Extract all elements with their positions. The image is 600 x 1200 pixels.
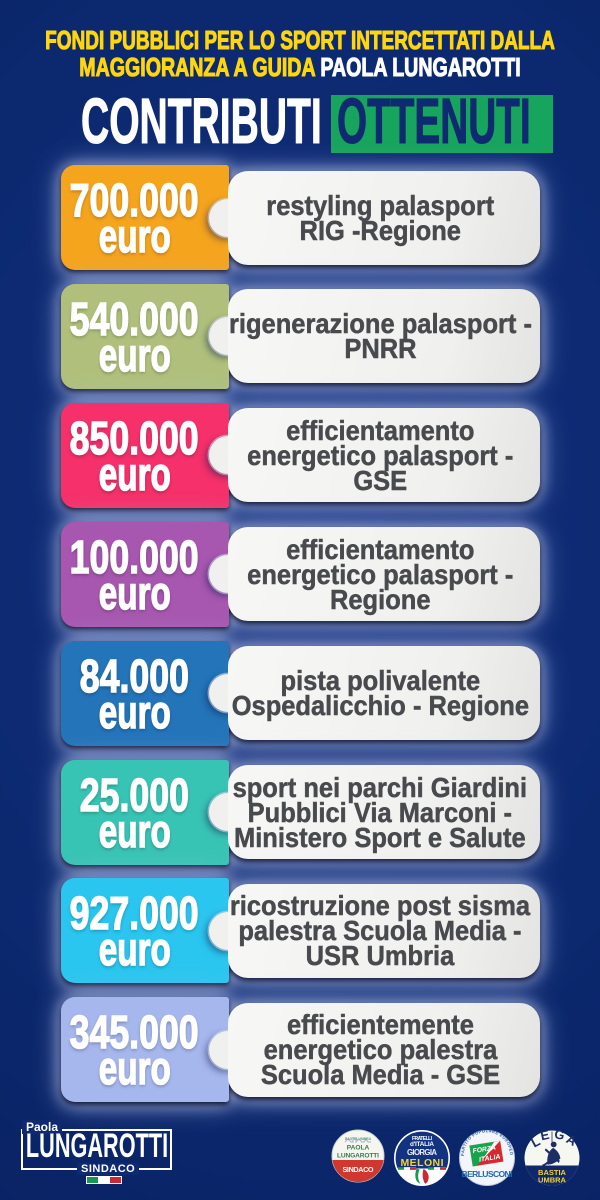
svg-text:BASTIA UMBRA: BASTIA UMBRA: [345, 1137, 372, 1141]
svg-text:UMBRA: UMBRA: [538, 1175, 566, 1184]
svg-text:BERLUSCONI: BERLUSCONI: [462, 1169, 513, 1179]
svg-text:ITALIA: ITALIA: [479, 1153, 501, 1163]
svg-text:SINDACO: SINDACO: [343, 1165, 374, 1174]
svg-text:PAOLA: PAOLA: [347, 1145, 370, 1152]
svg-text:E: E: [539, 1129, 551, 1143]
svg-text:d'ITALIA: d'ITALIA: [410, 1141, 434, 1148]
svg-text:LUNGAROTTI: LUNGAROTTI: [337, 1153, 379, 1160]
svg-text:GIORGIA: GIORGIA: [407, 1148, 437, 1157]
svg-text:G: G: [553, 1129, 566, 1143]
svg-text:MELONI: MELONI: [401, 1157, 444, 1169]
svg-text:BASTIA: BASTIA: [538, 1168, 567, 1177]
svg-text:FRATELLI: FRATELLI: [412, 1136, 433, 1142]
svg-text:FORZA: FORZA: [472, 1144, 496, 1155]
